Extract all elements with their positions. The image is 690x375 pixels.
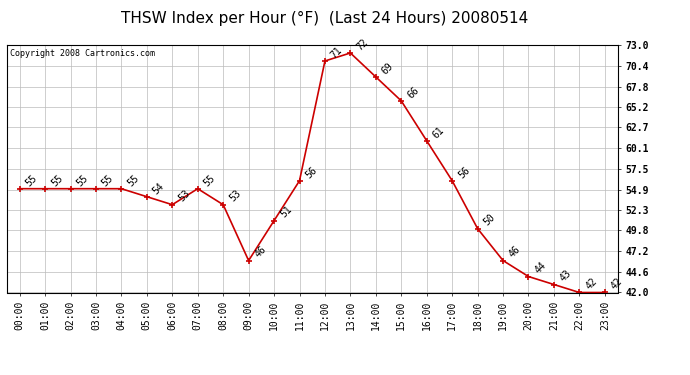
Text: 50: 50 [482,213,497,228]
Text: 56: 56 [456,165,472,180]
Text: 54: 54 [151,180,166,196]
Text: 69: 69 [380,61,395,76]
Text: 66: 66 [406,85,421,100]
Text: 44: 44 [533,260,548,276]
Text: 56: 56 [304,165,319,180]
Text: 72: 72 [355,37,370,52]
Text: 42: 42 [609,276,624,292]
Text: 46: 46 [507,244,522,260]
Text: 51: 51 [278,204,294,220]
Text: 46: 46 [253,244,268,260]
Text: Copyright 2008 Cartronics.com: Copyright 2008 Cartronics.com [10,49,155,58]
Text: 71: 71 [329,45,344,60]
Text: 53: 53 [227,189,243,204]
Text: 53: 53 [177,189,192,204]
Text: 55: 55 [23,172,39,188]
Text: 55: 55 [100,172,115,188]
Text: 43: 43 [558,268,573,284]
Text: 55: 55 [49,172,65,188]
Text: 55: 55 [126,172,141,188]
Text: THSW Index per Hour (°F)  (Last 24 Hours) 20080514: THSW Index per Hour (°F) (Last 24 Hours)… [121,11,528,26]
Text: 61: 61 [431,124,446,140]
Text: 55: 55 [202,172,217,188]
Text: 42: 42 [584,276,599,292]
Text: 55: 55 [75,172,90,188]
